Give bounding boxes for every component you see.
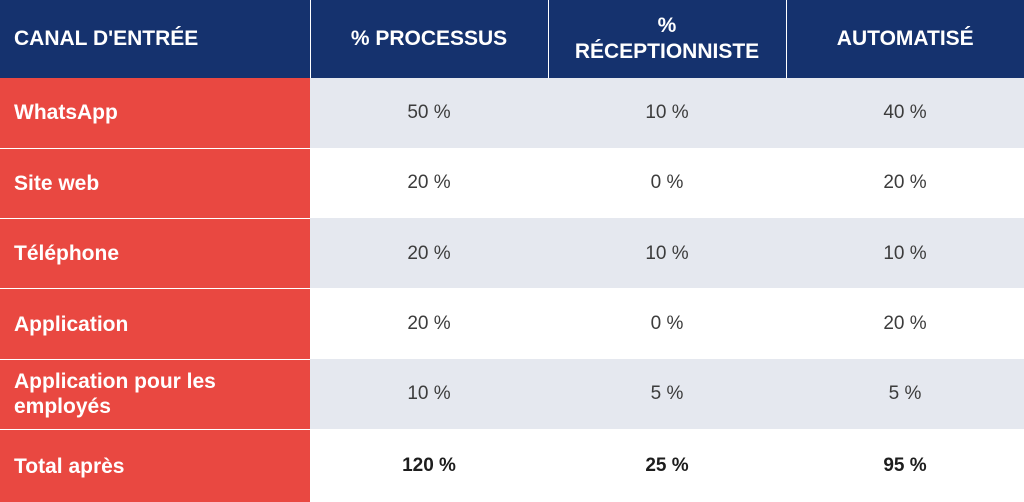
cell-processus: 10 %: [310, 359, 548, 431]
table-row: Application pour les employés 10 % 5 % 5…: [0, 359, 1024, 431]
cell-receptionniste: 0 %: [548, 288, 786, 360]
table-row: Site web 20 % 0 % 20 %: [0, 148, 1024, 220]
cell-processus-total: 120 %: [310, 429, 548, 502]
header-automatise: AUTOMATISÉ: [785, 0, 1024, 78]
table-row: Application 20 % 0 % 20 %: [0, 288, 1024, 360]
row-label: Application pour les employés: [0, 359, 310, 431]
total-row: Total après 120 % 25 % 95 %: [0, 429, 1024, 502]
cell-processus: 20 %: [310, 218, 548, 290]
cell-receptionniste: 10 %: [548, 78, 786, 149]
header-row: CANAL D'ENTRÉE % PROCESSUS % RÉCEPTIONNI…: [0, 0, 1024, 78]
header-canal: CANAL D'ENTRÉE: [0, 0, 311, 78]
cell-receptionniste: 0 %: [548, 148, 786, 220]
row-label: Téléphone: [0, 218, 310, 290]
header-processus: % PROCESSUS: [309, 0, 549, 78]
table-body: WhatsApp 50 % 10 % 40 % Site web 20 % 0 …: [0, 78, 1024, 502]
table-row: Téléphone 20 % 10 % 10 %: [0, 218, 1024, 290]
cell-processus: 50 %: [310, 78, 548, 149]
row-label-text: Application pour les employés: [14, 370, 216, 419]
cell-automatise: 5 %: [786, 359, 1024, 431]
cell-receptionniste: 10 %: [548, 218, 786, 290]
cell-processus: 20 %: [310, 288, 548, 360]
table-row: WhatsApp 50 % 10 % 40 %: [0, 78, 1024, 149]
cell-automatise: 20 %: [786, 148, 1024, 220]
table-header: CANAL D'ENTRÉE % PROCESSUS % RÉCEPTIONNI…: [0, 0, 1024, 78]
row-label: Site web: [0, 148, 310, 220]
cell-automatise: 40 %: [786, 78, 1024, 149]
header-receptionniste-text: % RÉCEPTIONNISTE: [574, 14, 760, 63]
cell-automatise: 20 %: [786, 288, 1024, 360]
row-label-total: Total après: [0, 429, 310, 502]
header-receptionniste: % RÉCEPTIONNISTE: [547, 0, 787, 78]
cell-automatise: 10 %: [786, 218, 1024, 290]
row-label: Application: [0, 288, 310, 360]
cell-receptionniste-total: 25 %: [548, 429, 786, 502]
row-label: WhatsApp: [0, 78, 310, 149]
cell-automatise-total: 95 %: [786, 429, 1024, 502]
cell-receptionniste: 5 %: [548, 359, 786, 431]
cell-processus: 20 %: [310, 148, 548, 220]
